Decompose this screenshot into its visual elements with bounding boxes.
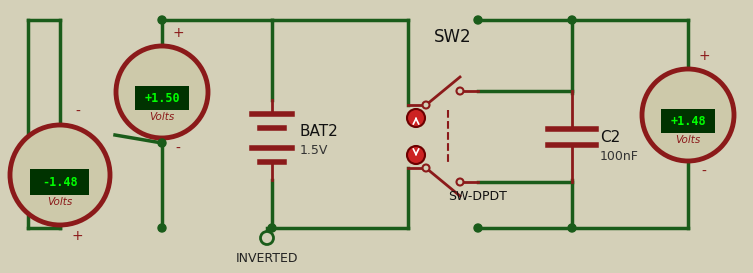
- Text: +: +: [698, 49, 710, 63]
- Circle shape: [456, 88, 464, 94]
- Circle shape: [422, 165, 429, 171]
- Text: SW-DPDT: SW-DPDT: [449, 190, 508, 203]
- Circle shape: [261, 232, 273, 245]
- Text: SW2: SW2: [434, 28, 472, 46]
- Circle shape: [422, 102, 429, 108]
- Text: C2: C2: [600, 130, 620, 146]
- Circle shape: [568, 16, 576, 24]
- Circle shape: [474, 224, 482, 232]
- Text: INVERTED: INVERTED: [236, 252, 298, 265]
- Circle shape: [158, 16, 166, 24]
- Text: Volts: Volts: [47, 197, 72, 207]
- Circle shape: [158, 139, 166, 147]
- Circle shape: [474, 16, 482, 24]
- Text: BAT2: BAT2: [300, 124, 339, 140]
- Circle shape: [407, 146, 425, 164]
- Text: -: -: [75, 105, 80, 119]
- Text: +1.48: +1.48: [670, 115, 706, 128]
- Text: 1.5V: 1.5V: [300, 144, 328, 156]
- Text: -: -: [175, 142, 181, 156]
- Text: +1.50: +1.50: [144, 92, 180, 105]
- Circle shape: [268, 224, 276, 232]
- FancyBboxPatch shape: [661, 109, 715, 133]
- Circle shape: [158, 224, 166, 232]
- Text: +: +: [172, 26, 184, 40]
- Circle shape: [10, 125, 110, 225]
- Text: -1.48: -1.48: [42, 176, 78, 188]
- Text: Volts: Volts: [675, 135, 700, 146]
- Circle shape: [642, 69, 734, 161]
- Circle shape: [456, 179, 464, 185]
- Circle shape: [407, 109, 425, 127]
- FancyBboxPatch shape: [135, 87, 189, 110]
- Text: 100nF: 100nF: [600, 150, 639, 162]
- Circle shape: [116, 46, 208, 138]
- FancyBboxPatch shape: [31, 169, 90, 195]
- Circle shape: [568, 224, 576, 232]
- Text: -: -: [702, 165, 706, 179]
- Text: Volts: Volts: [149, 112, 175, 122]
- Text: +: +: [72, 229, 84, 243]
